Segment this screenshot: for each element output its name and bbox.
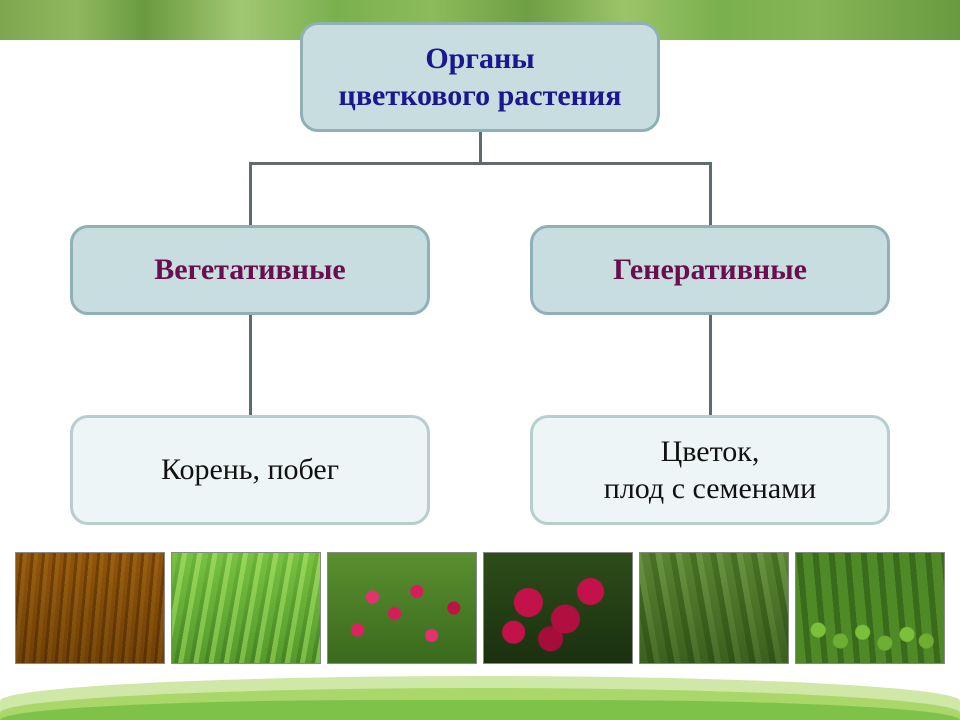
node-vegetative: Вегетативные bbox=[70, 225, 430, 315]
thumb-tulips bbox=[327, 552, 477, 664]
connector-vertical bbox=[249, 162, 252, 225]
node-generative-leaf-line2: плод с семенами bbox=[604, 470, 816, 508]
node-vegetative-label: Вегетативные bbox=[154, 251, 345, 289]
thumb-peas bbox=[795, 552, 945, 664]
connector-vertical bbox=[709, 162, 712, 225]
connector-vertical bbox=[249, 315, 252, 415]
thumb-corn bbox=[171, 552, 321, 664]
connector-horizontal bbox=[249, 162, 711, 165]
node-root-line2: цветкового растения bbox=[339, 77, 622, 115]
node-generative-leaf: Цветок, плод с семенами bbox=[530, 415, 890, 525]
node-generative: Генеративные bbox=[530, 225, 890, 315]
node-root: Органы цветкового растения bbox=[300, 22, 660, 132]
connector-vertical bbox=[479, 132, 482, 162]
node-vegetative-leaf-label: Корень, побег bbox=[161, 451, 339, 489]
node-generative-leaf-line1: Цветок, bbox=[661, 433, 760, 471]
node-vegetative-leaf: Корень, побег bbox=[70, 415, 430, 525]
thumbnail-strip bbox=[15, 552, 945, 664]
node-root-line1: Органы bbox=[425, 40, 534, 78]
connector-vertical bbox=[709, 315, 712, 415]
thumb-pods bbox=[639, 552, 789, 664]
thumb-wheat bbox=[15, 552, 165, 664]
thumb-berries bbox=[483, 552, 633, 664]
node-generative-label: Генеративные bbox=[613, 251, 807, 289]
